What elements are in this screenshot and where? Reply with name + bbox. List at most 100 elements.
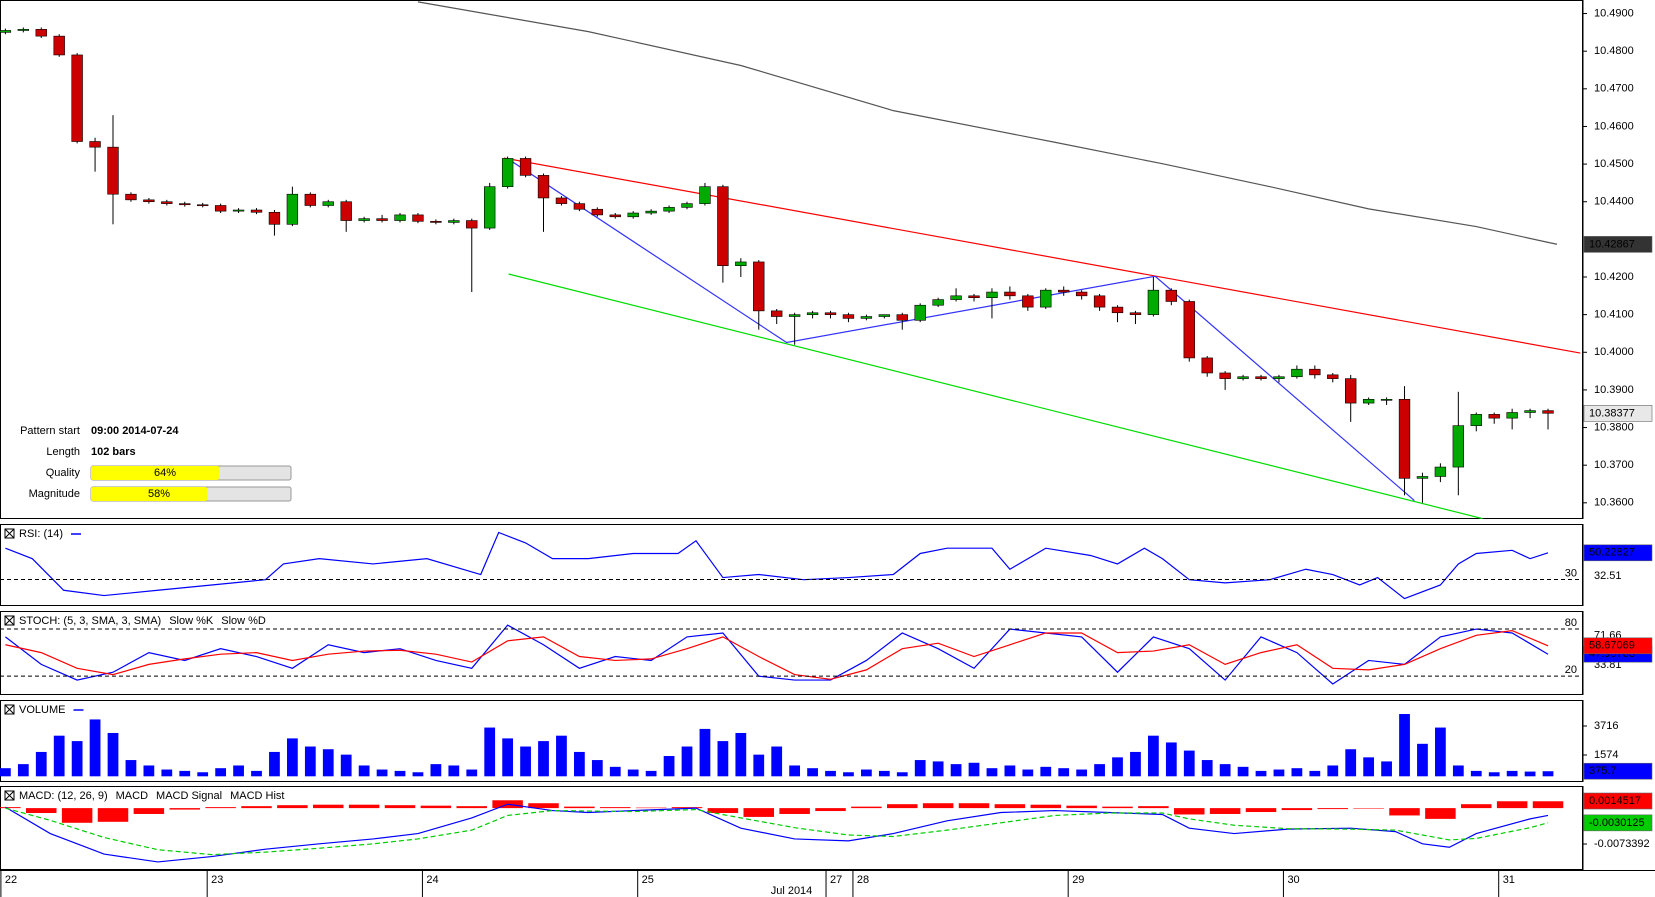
y-tick-label: 10.3600 [1594, 497, 1634, 509]
volume-bar [699, 728, 711, 777]
volume-bar [89, 719, 101, 777]
volume-bar [1363, 757, 1375, 777]
axis-value-label: 32.51 [1594, 570, 1622, 582]
volume-bar [609, 766, 621, 777]
info-label: Pattern start [20, 425, 80, 437]
hist-bar [133, 808, 165, 814]
candle-body [1524, 410, 1536, 413]
candle-body [771, 310, 783, 317]
current-value: 375.7 [1589, 765, 1617, 777]
candle-body [699, 186, 711, 204]
candle-body [735, 261, 747, 267]
series-line [5, 630, 1549, 680]
candle-body [1452, 425, 1465, 468]
hist-bar [26, 808, 57, 814]
hist-bar [384, 805, 416, 809]
candle-body [896, 314, 908, 321]
candle-body [1111, 306, 1124, 314]
candle-body [1237, 376, 1249, 379]
volume-bar [1165, 742, 1177, 777]
hist-bar [922, 803, 954, 809]
candle-body [286, 193, 299, 225]
candle-body [322, 201, 334, 206]
hist-bar [1030, 804, 1062, 809]
volume-bar [71, 741, 83, 777]
volume-bar [717, 741, 729, 777]
volume-bar [448, 765, 460, 777]
candle-body [645, 210, 657, 214]
volume-bar [627, 769, 639, 777]
volume-bar [1309, 770, 1321, 777]
candle-body [1416, 476, 1429, 479]
candle-body [824, 312, 837, 315]
series-line [5, 624, 1549, 685]
hist-bar [1174, 808, 1205, 815]
current-value-box [1583, 544, 1653, 562]
candle-body [394, 214, 406, 221]
volume-bar [430, 764, 442, 777]
y-tick-label: 10.4600 [1594, 120, 1634, 132]
volume-bar [1022, 769, 1034, 777]
legend-entry: MACD Hist [230, 790, 284, 802]
x-axis-label: Jul 2014 [771, 885, 813, 897]
y-tick-label: -0.0073392 [1594, 838, 1650, 850]
candle-body [717, 186, 729, 267]
candle-body [250, 209, 263, 213]
plot [0, 1, 1581, 519]
candle-body [501, 158, 514, 187]
panel-icon-x [4, 790, 15, 801]
info-value: 102 bars [91, 446, 136, 458]
candle-body [1201, 357, 1213, 374]
current-value: 50.22827 [1589, 547, 1635, 559]
candle-body [340, 201, 352, 221]
overlay-line [506, 157, 1415, 502]
candle-body [1380, 399, 1393, 401]
panel-icon-x [4, 704, 15, 715]
hist-bar [528, 803, 559, 809]
candle-body [1327, 374, 1339, 379]
candle-body [304, 193, 317, 206]
hist-bar [1496, 801, 1528, 809]
volume-bar [107, 732, 119, 777]
candle-body [179, 203, 191, 206]
candle-body [35, 29, 47, 37]
volume-bar [1542, 771, 1554, 777]
candle-body [1273, 376, 1285, 379]
plot [5, 624, 1549, 685]
hist-bar [313, 804, 344, 809]
candle-body [1362, 399, 1375, 404]
volume-bar [484, 727, 496, 777]
guide-label: 80 [1565, 617, 1577, 629]
volume-bar [1130, 751, 1141, 777]
hist-bar [600, 807, 631, 809]
candle-body [1345, 378, 1357, 404]
panel-title: STOCH: (5, 3, SMA, 3, SMA) [19, 615, 161, 627]
hist-bar [1209, 808, 1241, 814]
candle-body [1488, 414, 1500, 419]
legend-entry: MACD [116, 790, 148, 802]
candle-body [1542, 410, 1554, 414]
hist-bar [958, 803, 990, 809]
price-label-box [1583, 405, 1653, 422]
meter-label: 58% [148, 488, 170, 500]
candle-body [878, 314, 891, 317]
hist-bar [1532, 801, 1564, 809]
volume-bar [251, 770, 262, 777]
candle-body [1075, 291, 1088, 297]
candle-body [1147, 289, 1160, 315]
volume-bar [1381, 761, 1392, 777]
hist-bar [1353, 808, 1384, 809]
volume-bar [1417, 743, 1428, 777]
candle-body [1398, 399, 1411, 479]
volume-bar [502, 738, 514, 777]
hist-bar [61, 808, 93, 823]
volume-bar [843, 772, 854, 777]
x-tick-label: 25 [642, 874, 654, 886]
x-tick-label: 31 [1503, 874, 1515, 886]
volume-bar [1058, 768, 1070, 777]
hist-bar [205, 807, 236, 809]
candle-body [17, 29, 30, 31]
hist-bar [707, 808, 739, 814]
guide-label: 30 [1565, 567, 1577, 579]
